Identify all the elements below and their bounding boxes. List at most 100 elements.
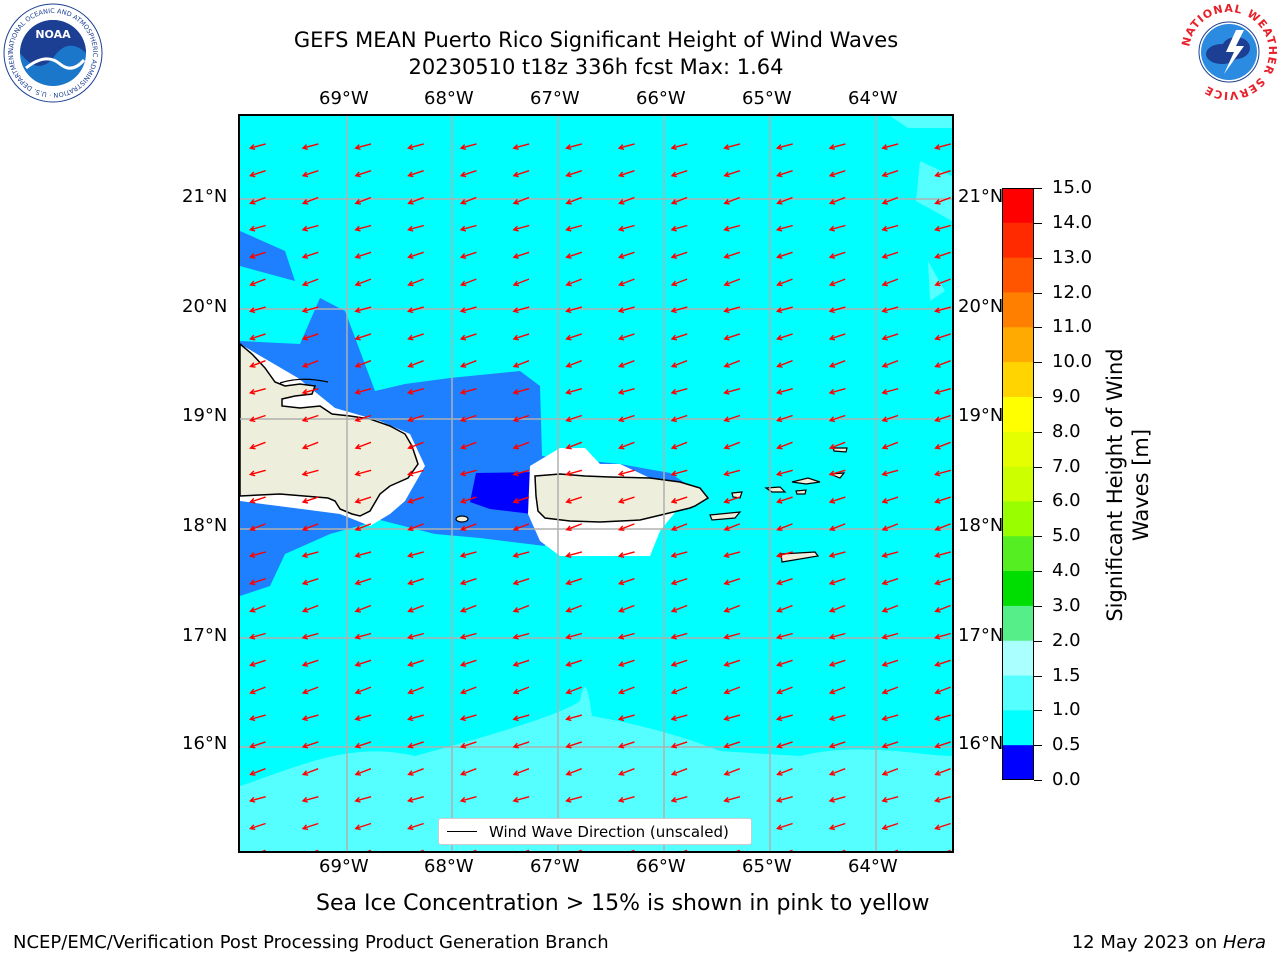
wind-wave-arrow xyxy=(512,224,530,232)
colorbar-tick-label: 4.0 xyxy=(1052,560,1081,582)
wind-wave-arrow xyxy=(512,659,530,667)
wind-wave-arrow xyxy=(248,714,266,722)
wind-wave-arrow xyxy=(934,768,951,776)
wind-wave-arrow xyxy=(617,306,635,314)
wind-wave-arrow xyxy=(459,632,477,640)
wind-wave-arrow xyxy=(301,741,319,749)
lat-label-right-21n: 21°N xyxy=(958,186,1004,207)
wind-wave-arrow xyxy=(354,196,372,205)
lon-label-top-69w: 69°W xyxy=(319,88,369,109)
wind-wave-arrow xyxy=(301,604,319,613)
colorbar-tick-label: 6.0 xyxy=(1052,490,1081,512)
wind-wave-arrow xyxy=(407,469,424,477)
wind-wave-arrow xyxy=(459,741,477,749)
wind-wave-arrow xyxy=(249,686,266,695)
wind-wave-arrow xyxy=(776,278,793,287)
wind-wave-arrow xyxy=(828,551,846,558)
wind-wave-arrow xyxy=(354,441,372,450)
colorbar-swatch xyxy=(1002,292,1034,328)
wind-wave-arrow xyxy=(617,333,635,341)
colorbar-title-line1: Significant Height of Wind xyxy=(1103,348,1127,622)
wind-wave-arrow xyxy=(512,251,530,259)
colorbar-swatch xyxy=(1002,640,1034,677)
wind-wave-arrow xyxy=(459,441,477,450)
wind-wave-arrows xyxy=(248,143,951,851)
wind-wave-arrow xyxy=(934,632,951,640)
wind-wave-arrow xyxy=(776,578,793,586)
wind-wave-arrow xyxy=(723,578,741,586)
wind-wave-arrow xyxy=(459,414,477,423)
wind-wave-arrow xyxy=(828,333,846,341)
wind-wave-arrow xyxy=(407,224,424,232)
wind-wave-arrow xyxy=(934,306,951,314)
wind-wave-arrow xyxy=(512,714,530,722)
colorbar-swatch xyxy=(1002,257,1034,294)
colorbar-swatch xyxy=(1002,501,1034,537)
wind-wave-arrow xyxy=(670,741,688,749)
lat-label-left-19n: 19°N xyxy=(182,405,228,426)
wind-wave-arrow xyxy=(670,306,688,314)
wind-wave-arrow xyxy=(565,469,583,477)
wind-wave-arrow xyxy=(881,714,899,722)
colorbar-tick-label: 0.5 xyxy=(1052,734,1081,756)
wind-wave-arrow xyxy=(565,143,583,150)
wind-wave-arrow xyxy=(828,741,846,749)
wind-wave-arrow xyxy=(407,170,424,178)
wind-wave-arrow xyxy=(301,170,319,178)
wind-wave-arrow xyxy=(670,469,688,477)
wind-wave-arrow xyxy=(301,768,319,776)
lon-label-top-66w: 66°W xyxy=(636,88,686,109)
wind-wave-arrow xyxy=(934,604,951,613)
wind-wave-arrow xyxy=(670,441,688,450)
wind-wave-arrow xyxy=(407,414,424,423)
wind-wave-arrow xyxy=(459,714,477,722)
colorbar-tick-label: 13.0 xyxy=(1052,246,1093,268)
wind-wave-arrow xyxy=(776,333,793,341)
colorbar-tick-mark xyxy=(1034,222,1042,224)
wind-wave-arrow xyxy=(249,578,266,586)
wind-wave-arrow xyxy=(301,686,319,695)
wind-wave-arrow xyxy=(407,388,424,395)
wind-wave-arrow xyxy=(828,659,846,667)
map-title: GEFS MEAN Puerto Rico Significant Height… xyxy=(293,28,899,52)
wind-wave-arrow xyxy=(512,496,530,504)
wind-wave-arrow xyxy=(407,360,424,368)
wave-height-map xyxy=(238,114,954,853)
wind-wave-arrow xyxy=(512,360,530,368)
footer-date: 12 May 2023 on Hera xyxy=(1072,932,1266,953)
wind-wave-arrow xyxy=(407,496,424,504)
wind-wave-arrow xyxy=(828,714,846,722)
wind-wave-arrow xyxy=(723,632,741,640)
wind-wave-arrow xyxy=(354,796,372,803)
colorbar-tick-label: 10.0 xyxy=(1052,351,1093,373)
wind-wave-arrow xyxy=(934,496,951,504)
wind-wave-arrow xyxy=(407,306,424,314)
wind-wave-arrow xyxy=(565,578,583,586)
wind-wave-arrow xyxy=(459,496,477,504)
wind-wave-arrow xyxy=(670,796,688,803)
wind-wave-arrow xyxy=(301,143,319,150)
wind-wave-arrow xyxy=(828,170,846,178)
wind-wave-arrow xyxy=(354,741,372,749)
wind-wave-arrow xyxy=(828,224,846,232)
wind-wave-arrow xyxy=(565,796,583,803)
wind-wave-arrow xyxy=(459,388,477,395)
wind-wave-arrow xyxy=(301,224,319,232)
colorbar-tick-label: 7.0 xyxy=(1052,455,1081,477)
wind-wave-arrow xyxy=(670,632,688,640)
colorbar-tick-label: 1.0 xyxy=(1052,699,1081,721)
wind-wave-arrow xyxy=(617,659,635,667)
wind-wave-arrow xyxy=(512,578,530,586)
wind-wave-arrow xyxy=(934,278,951,287)
colorbar-tick-mark xyxy=(1034,501,1042,503)
wind-wave-arrow xyxy=(934,414,951,423)
wind-wave-arrow xyxy=(828,414,846,423)
wind-wave-arrow xyxy=(776,360,793,368)
lat-label-right-18n: 18°N xyxy=(958,515,1004,536)
wind-wave-arrow xyxy=(301,822,319,831)
wind-wave-arrow xyxy=(301,388,319,395)
wind-wave-arrow xyxy=(565,360,582,368)
wind-wave-arrow xyxy=(828,360,846,368)
legend-line-swatch xyxy=(447,831,477,832)
wind-wave-arrow xyxy=(828,143,846,150)
